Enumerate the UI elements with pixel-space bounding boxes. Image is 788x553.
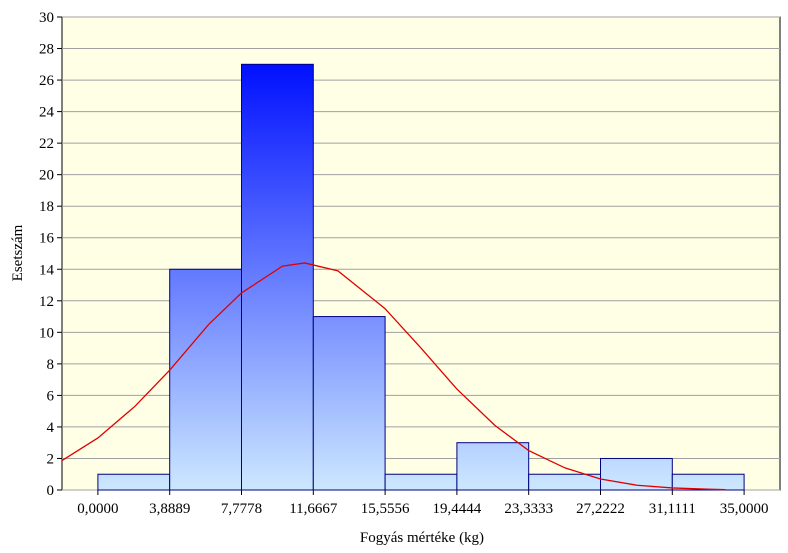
y-tick-label: 18 <box>39 199 54 215</box>
x-tick-label: 19,4444 <box>433 501 482 517</box>
bar <box>169 268 242 491</box>
bar <box>528 473 602 491</box>
bar <box>312 316 386 491</box>
y-tick-label: 0 <box>47 483 55 499</box>
bar <box>384 473 458 491</box>
y-tick-label: 16 <box>39 231 55 247</box>
x-tick-label: 15,5556 <box>361 501 410 517</box>
y-axis-label: Esetszám <box>10 224 26 281</box>
x-tick-label: 23,3333 <box>504 501 553 517</box>
y-tick-label: 20 <box>39 168 54 184</box>
y-tick-label: 30 <box>39 10 54 26</box>
bar <box>97 473 171 491</box>
x-tick-label: 35,0000 <box>720 501 769 517</box>
y-tick-label: 26 <box>39 73 55 89</box>
x-tick-label: 7,7778 <box>221 501 262 517</box>
y-tick-label: 8 <box>47 357 55 373</box>
x-tick-label: 0,0000 <box>77 501 118 517</box>
normal-curve <box>61 262 726 491</box>
y-tick-label: 22 <box>39 136 54 152</box>
y-tick-label: 12 <box>39 294 54 310</box>
bar <box>671 473 745 491</box>
y-tick-label: 6 <box>47 388 55 404</box>
bar <box>456 442 530 491</box>
x-tick-label: 11,6667 <box>289 501 338 517</box>
x-tick-label: 31,1111 <box>649 501 696 517</box>
y-tick-label: 24 <box>39 105 55 121</box>
y-tick-label: 2 <box>47 451 55 467</box>
y-tick-label: 28 <box>39 42 54 58</box>
y-tick-label: 10 <box>39 325 54 341</box>
x-axis-label: Fogyás mértéke (kg) <box>360 530 484 546</box>
y-tick-label: 4 <box>47 420 55 436</box>
y-tick-label: 14 <box>39 262 55 278</box>
bar <box>241 63 314 491</box>
x-tick-label: 3,8889 <box>149 501 190 517</box>
x-tick-label: 27,2222 <box>576 501 625 517</box>
